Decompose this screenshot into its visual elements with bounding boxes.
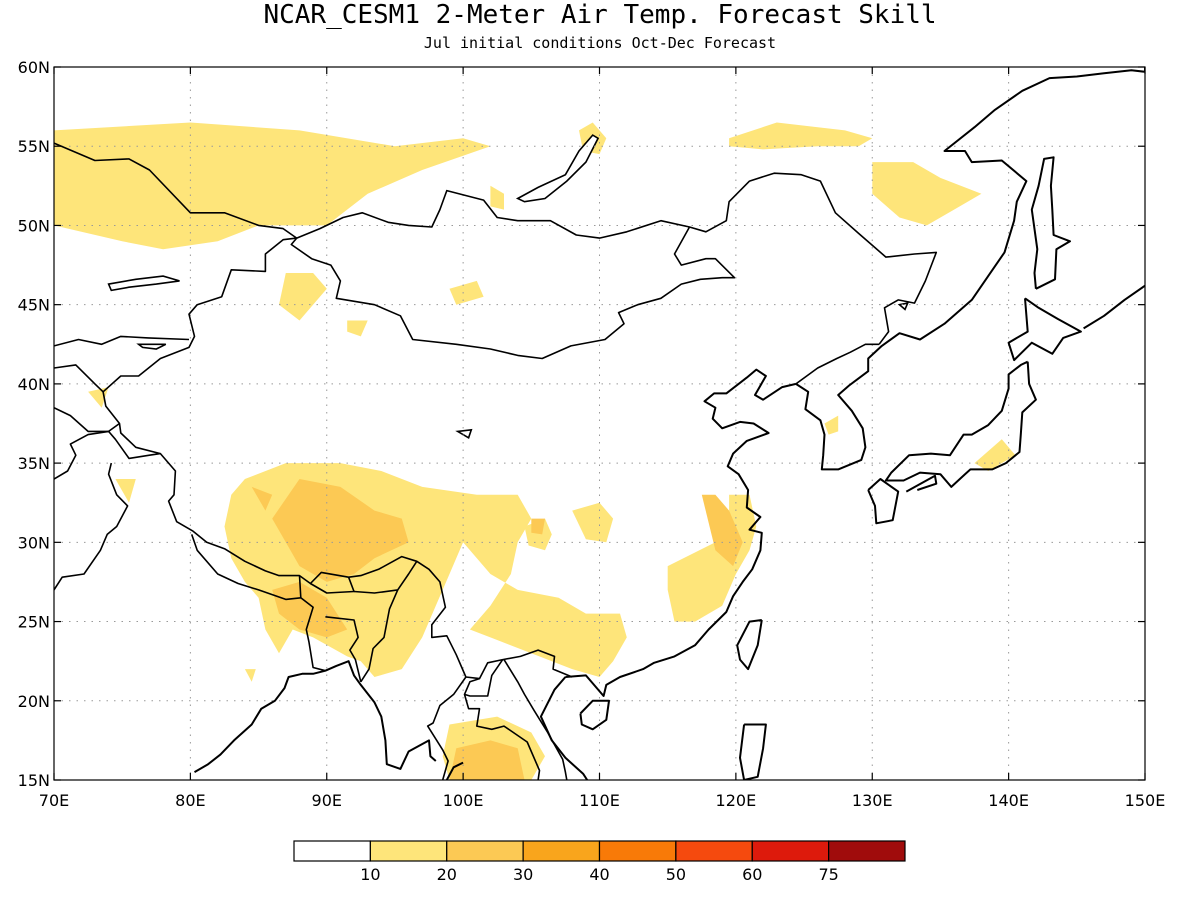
border-vietnam-laos xyxy=(503,659,568,780)
border-kazakh-russia xyxy=(54,142,298,239)
lon-tick-label: 120E xyxy=(716,791,757,810)
skill-region-india-west xyxy=(115,479,136,503)
border-mongolia-china xyxy=(290,226,736,360)
lon-tick-label: 100E xyxy=(443,791,484,810)
lon-tick-label: 140E xyxy=(988,791,1029,810)
skill-region-central-china xyxy=(572,502,614,543)
coastline-gulf-thailand xyxy=(445,761,464,780)
lat-tick-label: 60N xyxy=(18,58,50,77)
map-subtitle: Jul initial conditions Oct-Dec Forecast xyxy=(423,34,777,52)
border-central-asia-3 xyxy=(54,406,120,433)
coastline-china-coast xyxy=(565,368,797,697)
axis-tick-layer: 70E 80E 90E 100E 110E 120E 130E 140E 150E 15N 20N 2… xyxy=(18,58,1166,810)
lake-balkhash xyxy=(107,275,180,292)
colorbar-label: 20 xyxy=(437,865,457,884)
skill-region-tibet-west xyxy=(251,486,273,511)
skill-region-korea xyxy=(824,415,839,435)
skill-region-dzungaria xyxy=(279,273,327,321)
border-india-pak xyxy=(54,462,129,591)
lon-tick-label: 130E xyxy=(852,791,893,810)
skill-region-far-east-east xyxy=(872,162,982,226)
border-korea-china xyxy=(795,343,880,385)
colorbar-swatch xyxy=(446,840,524,862)
coastline-myanmar-coast xyxy=(193,660,437,773)
skill-region-tibet-core xyxy=(272,479,409,582)
border-bangladesh-east xyxy=(325,616,362,682)
coastline-luzon xyxy=(739,723,767,780)
colorbar-swatch xyxy=(828,840,906,862)
colorbar-swatch xyxy=(293,840,371,862)
coastline-taiwan xyxy=(736,619,763,671)
coastline-honshu xyxy=(884,360,1037,488)
coastline-okhotsk-kamchatka xyxy=(1083,284,1145,330)
border-laos-vietnam xyxy=(463,659,541,780)
skill-region-bay-bengal xyxy=(244,669,256,682)
coastline-hokkaido xyxy=(1007,297,1082,362)
skill-region-west-siberia xyxy=(54,122,491,250)
skill-region-baikal-south xyxy=(490,185,504,210)
skill-region-indochina-core xyxy=(449,740,525,780)
skill-region-sichuan-core xyxy=(531,518,545,535)
border-afg-pak xyxy=(54,430,161,480)
map-title: NCAR_CESM1 2-Meter Air Temp. Forecast Sk… xyxy=(263,0,937,30)
skill-region-mongolia-west xyxy=(449,280,484,305)
lat-tick-label: 15N xyxy=(18,771,50,790)
lake-issyk-kul xyxy=(136,343,167,350)
lat-tick-label: 25N xyxy=(18,613,50,632)
border-bangladesh xyxy=(300,597,326,672)
border-bhutan xyxy=(309,576,355,594)
lake-layer xyxy=(107,134,910,439)
colorbar-swatch xyxy=(598,840,677,862)
border-central-asia-2 xyxy=(54,364,104,393)
lon-tick-label: 110E xyxy=(579,791,620,810)
colorbar-swatch xyxy=(675,840,753,862)
skill-region-far-east-north xyxy=(729,122,873,150)
coastline-layer xyxy=(193,67,1145,780)
skill-region-altai-small xyxy=(347,320,368,337)
coastline-kyushu xyxy=(867,478,900,525)
lat-tick-label: 35N xyxy=(18,454,50,473)
colorbar-label: 40 xyxy=(589,865,609,884)
colorbar-label: 60 xyxy=(742,865,762,884)
lat-tick-label: 45N xyxy=(18,296,50,315)
coastline-shikoku xyxy=(905,474,938,493)
lat-tick-label: 20N xyxy=(18,692,50,711)
coastline-korea-coast xyxy=(795,69,1145,471)
border-layer xyxy=(54,142,938,780)
lat-tick-label: 40N xyxy=(18,375,50,394)
coastline-hainan xyxy=(579,699,610,731)
lat-tick-label: 50N xyxy=(18,216,50,235)
colorbar-label: 75 xyxy=(818,865,838,884)
lake-baikal xyxy=(515,134,600,203)
border-central-asia-1 xyxy=(54,335,190,347)
coastline-sakhalin xyxy=(1030,156,1071,290)
border-myanmar-laos xyxy=(463,677,480,695)
colorbar-swatch xyxy=(522,840,601,862)
skill-region-yangtze xyxy=(701,494,743,567)
lon-tick-label: 70E xyxy=(39,791,69,810)
colorbar-label: 10 xyxy=(360,865,380,884)
border-kazakh-china xyxy=(102,237,573,680)
colorbar-swatch xyxy=(751,840,830,862)
skill-region-himalaya xyxy=(272,581,348,638)
border-myanmar-india xyxy=(360,589,399,683)
colorbar: 10 20 30 40 50 60 75 xyxy=(293,840,906,884)
lat-tick-label: 55N xyxy=(18,137,50,156)
lon-tick-label: 90E xyxy=(312,791,342,810)
lat-tick-label: 30N xyxy=(18,533,50,552)
lon-tick-label: 150E xyxy=(1125,791,1166,810)
skill-fill-layer xyxy=(54,122,1016,780)
colorbar-label: 50 xyxy=(666,865,686,884)
lon-tick-label: 80E xyxy=(175,791,205,810)
border-russia-mongolia xyxy=(296,172,938,345)
colorbar-swatch xyxy=(369,840,448,862)
border-myanmar-thai xyxy=(426,676,467,780)
border-nepal xyxy=(190,534,302,601)
colorbar-label: 30 xyxy=(513,865,533,884)
